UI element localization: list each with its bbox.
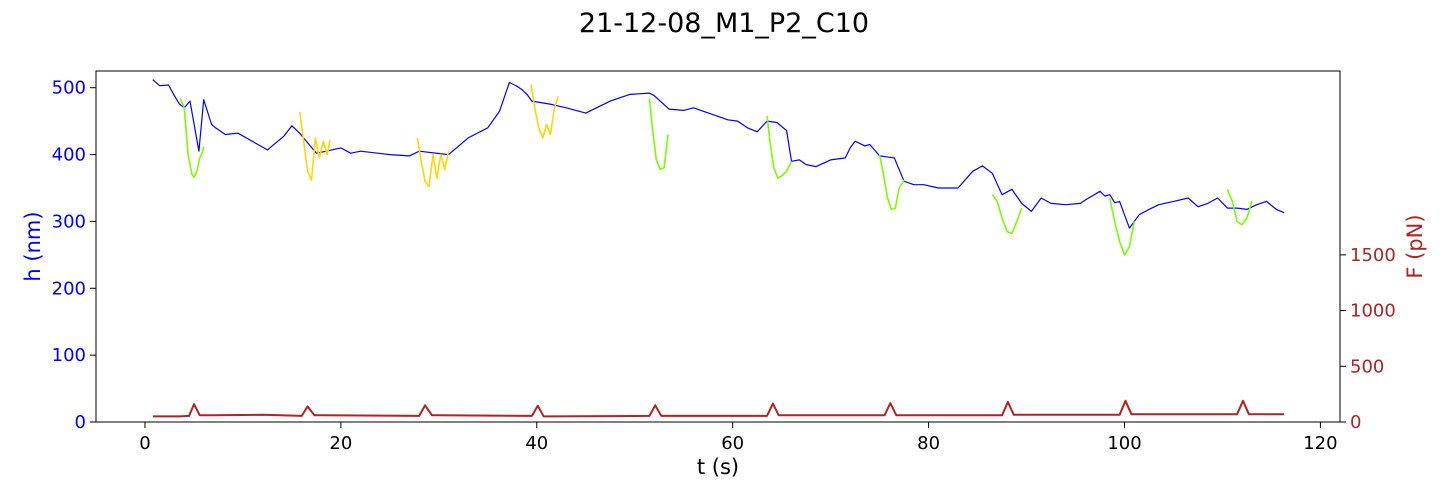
y-right-tick-label: 1000 — [1350, 301, 1396, 322]
series-line-h — [152, 79, 1285, 229]
series-line-compression_green-6 — [1226, 188, 1253, 226]
y-left-tick-label: 400 — [52, 145, 86, 166]
y-left-tick-label: 200 — [52, 278, 86, 299]
series-line-compression_green-3 — [878, 154, 905, 211]
x-tick-label: 100 — [1107, 433, 1141, 454]
x-tick-label: 60 — [721, 433, 744, 454]
y-right-tick-label: 1500 — [1350, 245, 1396, 266]
series-line-force — [152, 399, 1285, 418]
y-right-axis-label: F (pN) — [1403, 214, 1427, 278]
series-line-compression_green-2 — [766, 115, 793, 179]
axes: 0 20 40 60 80 100 120 0 100 200 300 400 500 0 500 1000 1… — [52, 70, 1396, 454]
x-tick-label: 40 — [525, 433, 548, 454]
x-tick-label: 120 — [1303, 433, 1337, 454]
series-line-compression_gold-0 — [298, 111, 331, 181]
y-left-tick-label: 100 — [52, 345, 86, 366]
x-tick-label: 20 — [329, 433, 352, 454]
chart-title: 21-12-08_M1_P2_C10 — [579, 8, 869, 39]
series-line-compression_green-5 — [1109, 197, 1136, 256]
y-left-tick-label: 0 — [75, 412, 86, 433]
series-line-compression_gold-2 — [530, 84, 560, 139]
series-line-compression_green-1 — [648, 98, 669, 171]
series-line-compression_green-0 — [179, 98, 205, 179]
x-tick-label: 80 — [917, 433, 940, 454]
y-left-tick-label: 300 — [52, 211, 86, 232]
y-left-axis-label: h (nm) — [21, 211, 45, 281]
series-line-compression_green-4 — [991, 194, 1023, 235]
y-right-tick-label: 500 — [1350, 356, 1384, 377]
y-right-tick-label: 0 — [1350, 412, 1361, 433]
x-tick-label: 0 — [139, 433, 150, 454]
plot-area — [152, 79, 1285, 418]
x-axis-label: t (s) — [697, 455, 739, 479]
y-left-tick-label: 500 — [52, 78, 86, 99]
series-line-compression_gold-1 — [416, 137, 450, 188]
plot-frame — [95, 70, 1341, 423]
